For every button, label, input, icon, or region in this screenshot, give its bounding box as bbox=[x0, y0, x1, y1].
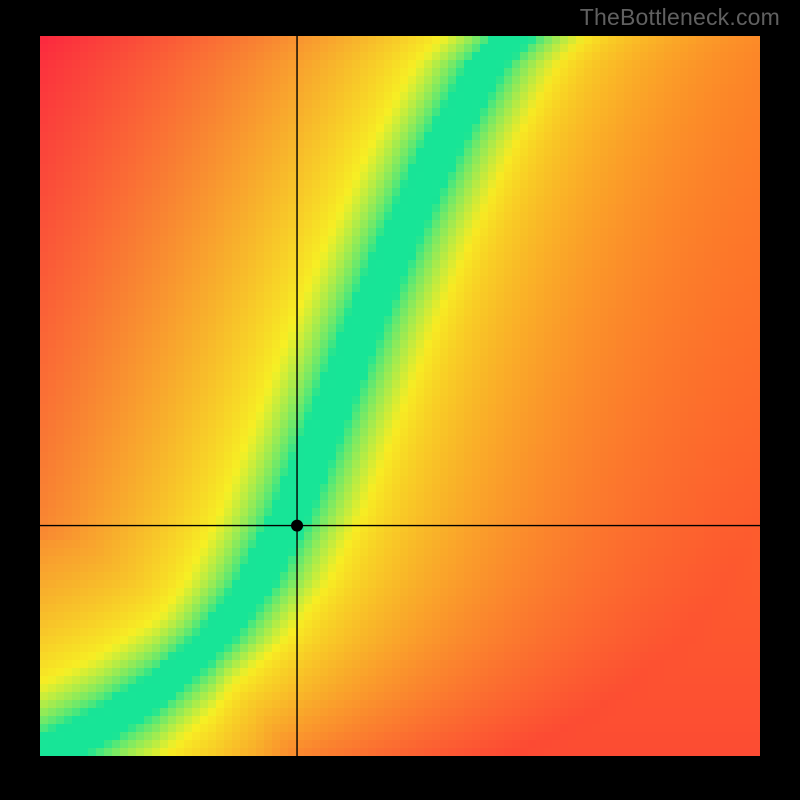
attribution-text: TheBottleneck.com bbox=[580, 4, 780, 31]
heatmap-canvas bbox=[40, 36, 760, 756]
chart-container: TheBottleneck.com bbox=[0, 0, 800, 800]
